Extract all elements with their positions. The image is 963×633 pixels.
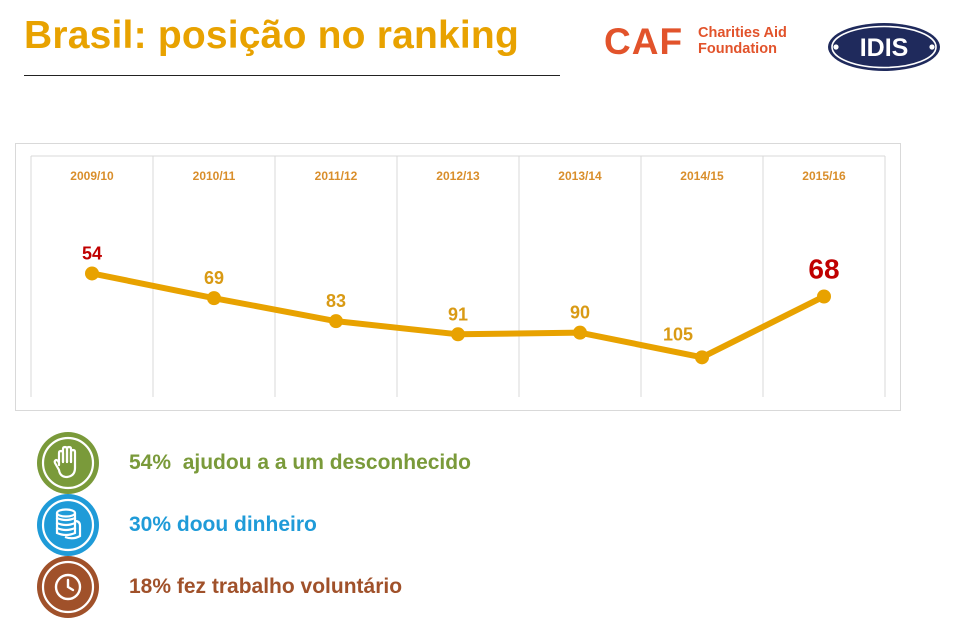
- caf-name-line1: Charities Aid: [698, 25, 787, 41]
- page-title: Brasil: posição no ranking: [24, 14, 519, 57]
- data-label: 105: [663, 324, 693, 344]
- stat-row-helped-stranger: 54% ajudou a a um desconhecido: [37, 432, 637, 494]
- stat-row-donated-money: 30% doou dinheiro: [37, 494, 637, 556]
- raised-hand-icon: [37, 432, 99, 494]
- data-point: [85, 266, 99, 281]
- data-label: 69: [204, 268, 224, 288]
- x-tick-label: 2012/13: [436, 169, 480, 183]
- x-tick-label: 2015/16: [802, 169, 846, 183]
- title-underline: [24, 75, 560, 76]
- x-tick-label: 2009/10: [70, 169, 114, 183]
- x-tick-label: 2013/14: [558, 169, 602, 183]
- data-point: [573, 325, 587, 340]
- idis-logo-text: IDIS: [860, 34, 909, 62]
- stat-text-volunteered: 18% fez trabalho voluntário: [129, 575, 403, 598]
- data-label: 90: [570, 303, 590, 323]
- data-point: [451, 327, 465, 342]
- x-tick-label: 2014/15: [680, 169, 724, 183]
- data-label: 83: [326, 291, 346, 311]
- clock-icon: [37, 556, 99, 618]
- data-point: [329, 314, 343, 329]
- coins-icon: [37, 494, 99, 556]
- data-label: 91: [448, 304, 468, 324]
- data-point: [207, 291, 221, 306]
- stat-text-donated-money: 30% doou dinheiro: [129, 513, 317, 536]
- data-point: [695, 350, 709, 365]
- caf-logo-name: Charities Aid Foundation: [698, 25, 808, 57]
- x-tick-label: 2010/11: [193, 169, 236, 183]
- data-point: [817, 289, 831, 304]
- x-tick-label: 2011/12: [315, 169, 358, 183]
- stat-row-volunteered: 18% fez trabalho voluntário: [37, 556, 637, 618]
- caf-logo-mark: CAF: [604, 21, 684, 62]
- ranking-line-chart: 2009/10 2010/11 2011/12 2012/13 2013/14 2014/…: [30, 155, 886, 397]
- data-label: 68: [808, 253, 839, 284]
- ranking-chart: 2009/10 2010/11 2011/12 2012/13 2013/14 2014/…: [15, 143, 901, 411]
- data-label: 54: [82, 243, 102, 263]
- caf-name-line2: Foundation: [698, 41, 777, 57]
- idis-logo: IDIS: [826, 21, 942, 73]
- stat-text-helped-stranger: 54% ajudou a a um desconhecido: [129, 451, 471, 474]
